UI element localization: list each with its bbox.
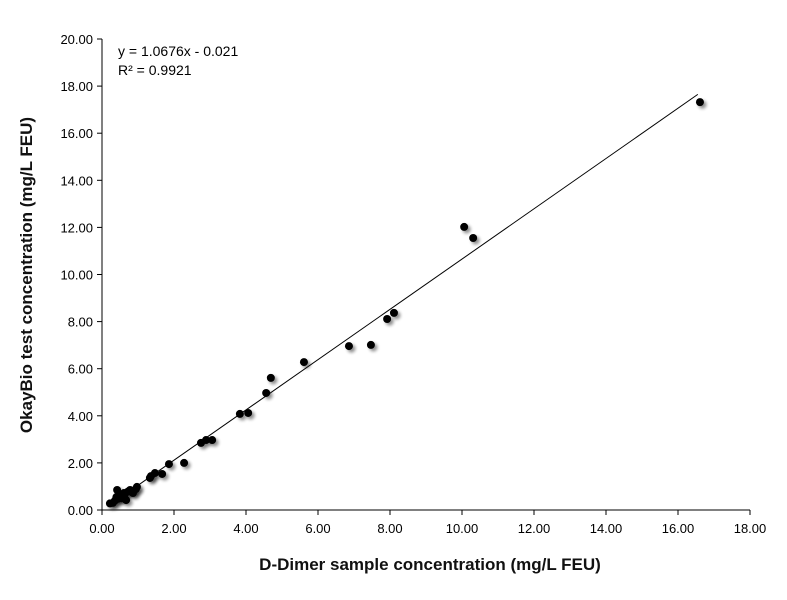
data-point (164, 460, 173, 469)
y-tick-label: 4.00 (68, 409, 93, 424)
data-point (128, 487, 137, 496)
x-axis-title: D-Dimer sample concentration (mg/L FEU) (259, 555, 601, 574)
y-tick-label: 20.00 (60, 32, 93, 47)
y-tick-label: 14.00 (60, 173, 93, 188)
data-point (113, 485, 122, 494)
x-tick-label: 18.00 (734, 521, 767, 536)
trendline-equation: y = 1.0676x - 0.021 (118, 43, 238, 59)
data-point (105, 499, 114, 508)
data-point (145, 473, 154, 482)
y-tick-label: 0.00 (68, 503, 93, 518)
data-point (208, 436, 217, 445)
x-tick-label: 4.00 (233, 521, 258, 536)
data-point (120, 490, 129, 499)
x-tick-label: 16.00 (662, 521, 695, 536)
x-tick-label: 8.00 (377, 521, 402, 536)
y-tick-label: 8.00 (68, 315, 93, 330)
data-point (266, 373, 275, 382)
x-tick-label: 6.00 (305, 521, 330, 536)
y-tick-label: 6.00 (68, 362, 93, 377)
data-points (105, 98, 704, 508)
y-tick-label: 18.00 (60, 79, 93, 94)
data-point (235, 409, 244, 418)
x-tick-label: 2.00 (161, 521, 186, 536)
x-tick-label: 12.00 (518, 521, 551, 536)
y-tick-label: 10.00 (60, 268, 93, 283)
x-tick-label: 10.00 (446, 521, 479, 536)
axes: 0.00 2.00 4.00 6.00 8.00 10.00 12.00 14.00 16.00… (60, 32, 766, 536)
data-point (460, 222, 469, 231)
data-point (244, 408, 253, 417)
y-tick-label: 2.00 (68, 456, 93, 471)
data-point (299, 358, 308, 367)
y-tick-label: 12.00 (60, 220, 93, 235)
data-point (695, 98, 704, 107)
r-squared-label: R² = 0.9921 (118, 62, 192, 78)
y-axis-title: OkayBio test concentration (mg/L FEU) (17, 117, 36, 433)
data-point (158, 469, 167, 478)
data-point (197, 438, 205, 447)
x-tick-label: 0.00 (89, 521, 114, 536)
data-point (366, 340, 375, 349)
data-point (344, 342, 353, 351)
data-point (180, 458, 189, 467)
data-point (383, 315, 392, 324)
y-tick-label: 16.00 (60, 126, 93, 141)
data-point (389, 308, 398, 317)
x-tick-label: 14.00 (590, 521, 623, 536)
data-point (262, 388, 271, 397)
data-point (469, 233, 478, 242)
